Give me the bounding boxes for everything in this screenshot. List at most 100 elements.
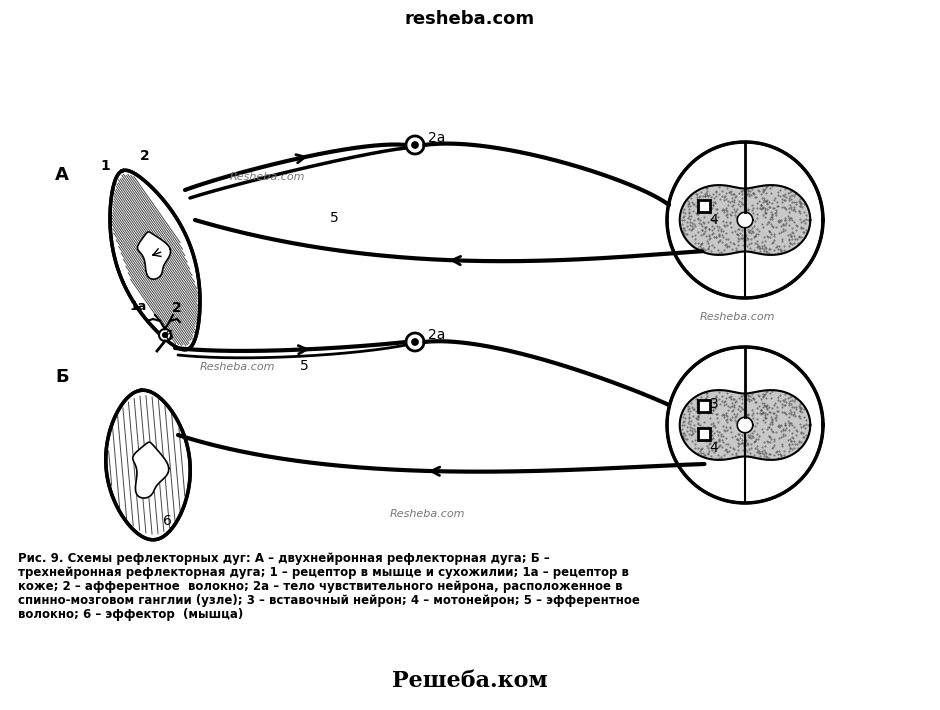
Point bbox=[751, 445, 766, 457]
Point bbox=[758, 203, 773, 214]
Point bbox=[694, 448, 709, 459]
Point bbox=[759, 246, 774, 257]
Point bbox=[782, 446, 797, 457]
Point bbox=[795, 427, 810, 439]
Point bbox=[738, 231, 753, 242]
Point bbox=[697, 449, 713, 461]
Point bbox=[777, 202, 792, 214]
Point bbox=[768, 415, 783, 426]
Point bbox=[786, 401, 801, 413]
Polygon shape bbox=[159, 329, 171, 341]
Point bbox=[792, 398, 807, 409]
Point bbox=[783, 237, 798, 248]
Point bbox=[782, 241, 797, 252]
Point bbox=[796, 432, 811, 443]
Point bbox=[792, 418, 807, 430]
Point bbox=[772, 214, 787, 226]
Point bbox=[771, 391, 786, 403]
Point bbox=[756, 388, 771, 400]
Point bbox=[741, 431, 756, 442]
Point bbox=[687, 425, 702, 437]
Point bbox=[699, 186, 714, 197]
Text: 5: 5 bbox=[330, 211, 338, 225]
Point bbox=[790, 221, 805, 232]
Point bbox=[762, 231, 777, 243]
Point bbox=[792, 197, 807, 209]
Point bbox=[753, 200, 768, 211]
Point bbox=[737, 208, 752, 219]
Point bbox=[731, 224, 746, 235]
Point bbox=[693, 435, 708, 446]
Text: Решеба.ком: Решеба.ком bbox=[392, 670, 548, 692]
Point bbox=[776, 190, 791, 202]
Point bbox=[768, 426, 783, 437]
Point bbox=[783, 190, 798, 202]
Point bbox=[682, 200, 697, 212]
Point bbox=[783, 231, 798, 242]
Point bbox=[801, 419, 816, 430]
Point bbox=[716, 449, 731, 461]
Point bbox=[688, 394, 703, 405]
Point bbox=[724, 393, 739, 405]
Point bbox=[746, 436, 761, 447]
Point bbox=[750, 446, 765, 457]
Point bbox=[768, 208, 783, 219]
Point bbox=[718, 409, 733, 420]
Point bbox=[690, 396, 705, 408]
Point bbox=[724, 195, 739, 207]
Point bbox=[785, 228, 800, 239]
Point bbox=[718, 438, 733, 449]
Point bbox=[715, 420, 730, 431]
Point bbox=[775, 234, 790, 245]
Point bbox=[719, 443, 734, 454]
Point bbox=[686, 410, 701, 421]
Point bbox=[725, 243, 740, 254]
Text: коже; 2 – афферентное  волокно; 2а – тело чувствительного нейрона, расположенное: коже; 2 – афферентное волокно; 2а – тело… bbox=[18, 580, 622, 593]
Point bbox=[769, 447, 784, 458]
Point bbox=[730, 418, 745, 430]
Point bbox=[750, 440, 765, 452]
Point bbox=[776, 219, 791, 231]
Point bbox=[703, 191, 718, 202]
Point bbox=[694, 423, 709, 435]
Point bbox=[686, 199, 701, 210]
Point bbox=[700, 407, 715, 418]
Point bbox=[711, 442, 726, 453]
Point bbox=[761, 202, 776, 213]
Point bbox=[774, 419, 789, 430]
Point bbox=[677, 408, 692, 420]
Point bbox=[697, 427, 713, 439]
Point bbox=[674, 214, 689, 226]
Point bbox=[709, 203, 724, 214]
Point bbox=[686, 404, 701, 415]
Point bbox=[697, 191, 713, 202]
Point bbox=[766, 439, 781, 450]
Point bbox=[761, 196, 776, 207]
Point bbox=[785, 432, 800, 444]
Point bbox=[698, 393, 713, 404]
Text: трехнейронная рефлекторная дуга; 1 – рецептор в мышце и сухожилии; 1а – рецептор: трехнейронная рефлекторная дуга; 1 – рец… bbox=[18, 566, 629, 579]
Point bbox=[684, 428, 699, 439]
Point bbox=[734, 390, 749, 401]
Point bbox=[707, 217, 722, 228]
Point bbox=[749, 192, 764, 203]
Point bbox=[688, 200, 703, 212]
Point bbox=[785, 401, 800, 413]
Point bbox=[762, 226, 777, 237]
Point bbox=[734, 185, 749, 197]
Point bbox=[777, 183, 792, 195]
Point bbox=[709, 453, 724, 464]
Point bbox=[762, 437, 777, 448]
Point bbox=[741, 219, 756, 231]
Point bbox=[752, 408, 767, 419]
Point bbox=[690, 417, 705, 428]
Point bbox=[749, 396, 764, 408]
Point bbox=[788, 234, 803, 245]
Point bbox=[764, 418, 779, 430]
Point bbox=[727, 409, 742, 420]
Point bbox=[716, 194, 731, 205]
Point bbox=[712, 235, 727, 246]
Text: 5: 5 bbox=[300, 359, 308, 373]
Point bbox=[742, 188, 757, 200]
Point bbox=[744, 430, 760, 442]
